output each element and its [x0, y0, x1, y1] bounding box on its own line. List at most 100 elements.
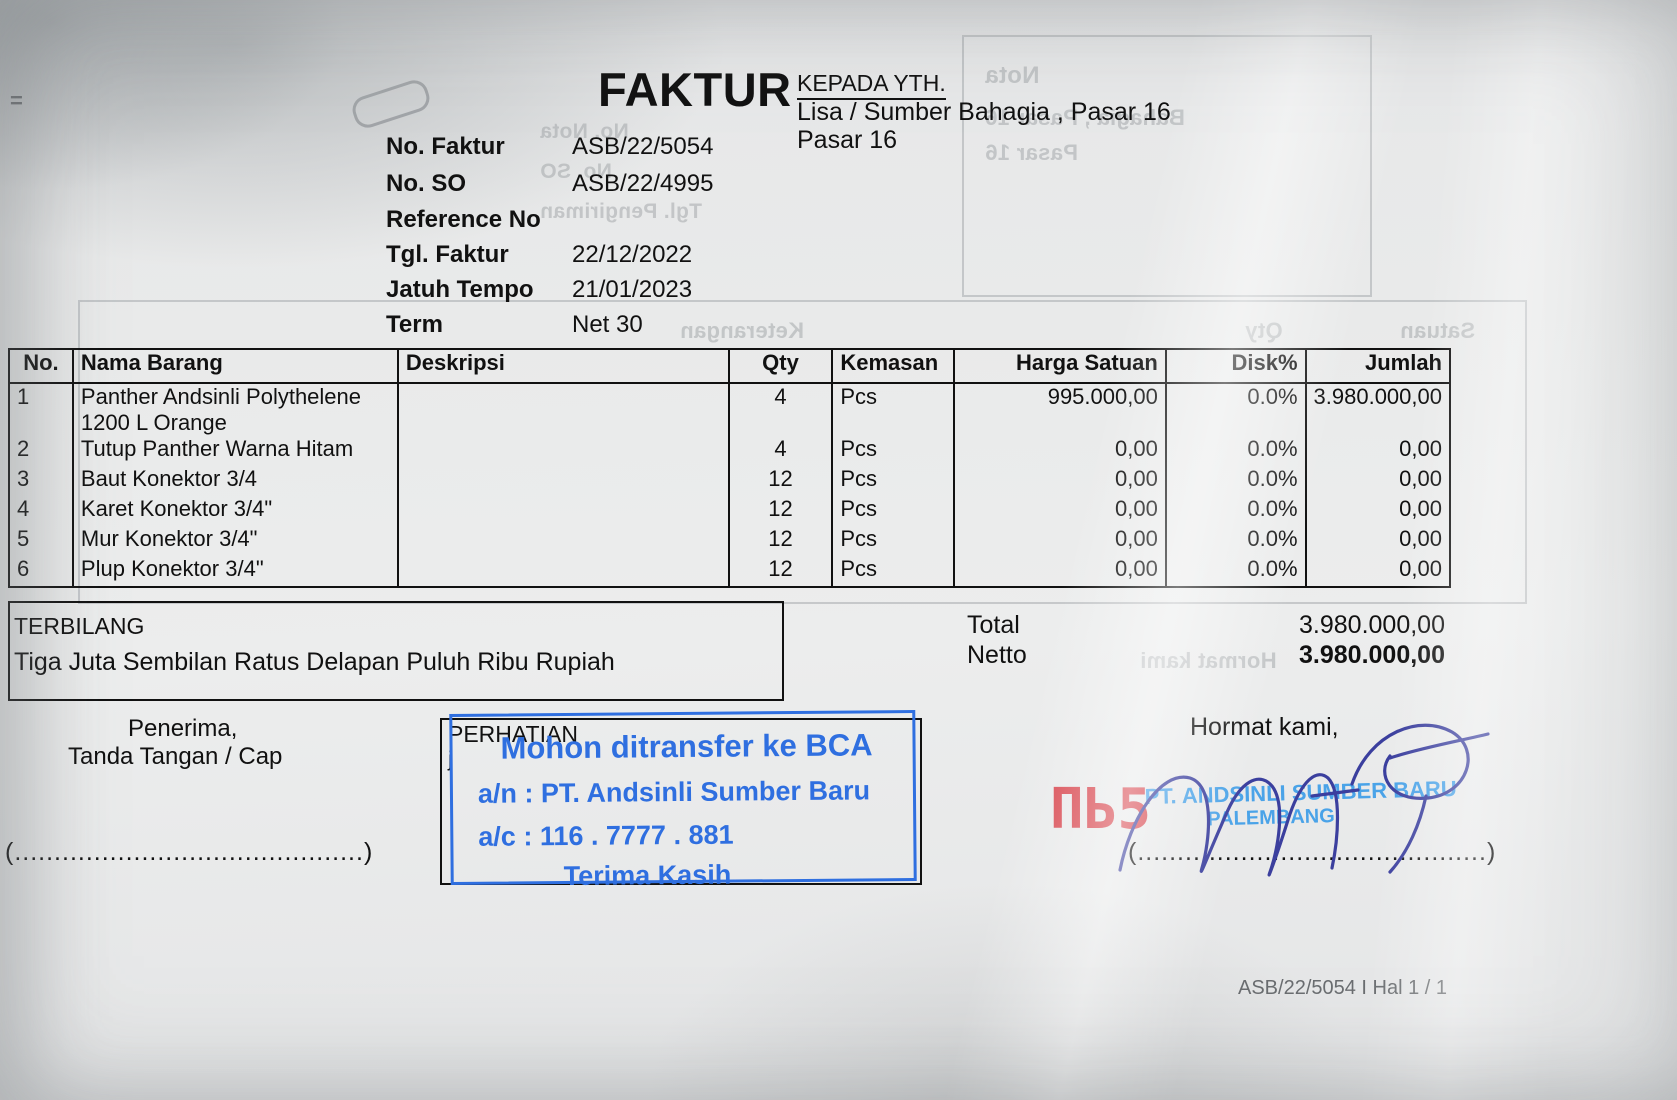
cell-deskripsi: [397, 556, 730, 587]
recipient-line-2: Pasar 16: [797, 126, 898, 154]
field-value-tgl-faktur: 22/12/2022: [572, 241, 693, 268]
perhatian-bullet: j: [448, 748, 453, 771]
field-value-no-so: ASB/22/4995: [572, 170, 714, 197]
bank-transfer-stamp: Mohon ditransfer ke BCA a/n : PT. Andsin…: [449, 709, 917, 891]
company-logo-stamp: ПЬ5: [1050, 777, 1152, 842]
table-row: 5 Mur Konektor 3/4" 12 Pcs 0,00 0.0% 0,0…: [9, 526, 1450, 556]
stamp-line-2: a/n : PT. Andsinli Sumber Baru: [477, 775, 871, 809]
cell-nama: Baut Konektor 3/4: [72, 466, 399, 496]
cell-qty: 12: [728, 556, 834, 587]
cell-no: 5: [9, 526, 74, 556]
cell-no: 4: [9, 496, 74, 526]
stamp-line-4: Terima Kasih: [563, 859, 732, 892]
cell-jumlah: 0,00: [1399, 526, 1442, 551]
table-row: 2 Tutup Panther Warna Hitam 4 Pcs 0,00 0…: [9, 436, 1450, 466]
column-header-kemasan: Kemasan: [832, 349, 956, 384]
footer-reference: ASB/22/5054 I Hal 1 / 1: [1238, 977, 1448, 999]
cell-harga: 995.000,00: [954, 383, 1167, 436]
cell-kemasan: Pcs: [832, 556, 956, 587]
bleed-through-keterangan: Keterangan: [680, 318, 805, 343]
bleed-through-col-satuan: Satuan: [1400, 318, 1476, 343]
page-title: FAKTUR: [598, 63, 792, 116]
perhatian-label: PERHATIAN: [448, 721, 578, 747]
hormat-signature-line: (.......................................…: [1128, 838, 1497, 866]
cell-harga: 0,00: [954, 526, 1167, 556]
field-label-jatuh-tempo: Jatuh Tempo: [386, 276, 534, 303]
field-label-term: Term: [386, 311, 443, 338]
netto-value: 3.980.000,00: [1299, 641, 1445, 669]
bleed-through-recipient2: Pasar 16: [985, 140, 1078, 165]
penerima-label-line1: Penerima,: [128, 715, 238, 742]
company-name-stamp: PT. ANDSINLI SUMBER BARU PALEMBANG: [1144, 776, 1457, 833]
cell-deskripsi: [397, 466, 730, 496]
cell-disk: 0.0%: [1165, 466, 1307, 496]
cell-disk: 0.0%: [1165, 436, 1307, 466]
recipient-line-1: Lisa / Sumber Bahagia , Pasar 16: [797, 98, 1171, 126]
column-header-nama: Nama Barang: [72, 349, 399, 384]
cell-deskripsi: [397, 383, 730, 436]
table-header-row: No. Nama Barang Deskripsi Qty Kemasan Ha…: [9, 349, 1450, 384]
cell-harga: 0,00: [954, 466, 1167, 496]
cell-harga: 0,00: [954, 496, 1167, 526]
cell-qty: 4: [728, 436, 834, 466]
cell-kemasan: Pcs: [832, 526, 956, 556]
cell-jumlah: 0,00: [1399, 436, 1442, 461]
cell-no: 2: [9, 436, 74, 466]
cell-nama-line1: Panther Andsinli Polythelene: [80, 384, 362, 409]
cell-nama: Plup Konektor 3/4": [72, 556, 399, 587]
terbilang-box: [8, 601, 784, 701]
cell-harga: 0,00: [954, 436, 1167, 466]
cell-qty: 12: [728, 466, 834, 496]
cell-nama: Tutup Panther Warna Hitam: [72, 436, 399, 466]
cell-kemasan: Pcs: [832, 496, 956, 526]
column-header-qty: Qty: [728, 349, 834, 384]
scan-corner-mark: =: [10, 88, 23, 113]
cell-kemasan: Pcs: [832, 436, 956, 466]
penerima-label-line2: Tanda Tangan / Cap: [68, 743, 283, 770]
column-header-jumlah: Jumlah: [1305, 349, 1450, 384]
bleed-through-field-3: Tgl. Pengiriman: [540, 200, 703, 223]
table-row: 1 Panther Andsinli Polythelene 1200 L Or…: [9, 383, 1450, 436]
stamp-line-3: a/c : 116 . 7777 . 881: [478, 819, 734, 852]
cell-nama: Panther Andsinli Polythelene 1200 L Oran…: [72, 383, 399, 436]
cell-disk: 0.0%: [1165, 556, 1307, 587]
cell-deskripsi: [397, 526, 730, 556]
cell-deskripsi: [397, 496, 730, 526]
column-header-no: No.: [9, 349, 74, 384]
cell-no: 3: [9, 466, 74, 496]
cell-nama-line2: 1200 L Orange: [80, 410, 227, 435]
field-value-term: Net 30: [572, 311, 643, 338]
cell-disk: 0.0%: [1165, 383, 1307, 436]
bleed-through-col-qty: Qty: [1245, 318, 1283, 343]
penerima-signature-line: (.......................................…: [5, 838, 374, 866]
stamp-line-1: Mohon ditransfer ke BCA: [500, 727, 873, 766]
table-row: 4 Karet Konektor 3/4" 12 Pcs 0,00 0.0% 0…: [9, 496, 1450, 526]
cell-kemasan: Pcs: [832, 466, 956, 496]
column-header-disk: Disk%: [1165, 349, 1307, 384]
bleed-through-box: [962, 35, 1372, 297]
cell-deskripsi: [397, 436, 730, 466]
cell-disk: 0.0%: [1165, 496, 1307, 526]
cell-jumlah: 0,00: [1399, 466, 1442, 491]
bleed-through-note-label: Nota: [985, 62, 1040, 89]
field-label-tgl-faktur: Tgl. Faktur: [386, 241, 509, 268]
field-label-no-so: No. SO: [386, 170, 467, 197]
cell-disk: 0.0%: [1165, 526, 1307, 556]
hormat-kami-label: Hormat kami,: [1190, 713, 1339, 741]
total-value: 3.980.000,00: [1299, 611, 1445, 639]
cell-harga: 0,00: [954, 556, 1167, 587]
column-header-harga: Harga Satuan: [954, 349, 1167, 384]
cell-kemasan: Pcs: [832, 383, 956, 436]
field-value-jatuh-tempo: 21/01/2023: [572, 276, 693, 303]
field-label-reference-no: Reference No: [386, 206, 541, 233]
column-header-deskripsi: Deskripsi: [397, 349, 730, 384]
cell-no: 6: [9, 556, 74, 587]
recipient-label: KEPADA YTH.: [797, 70, 946, 100]
cell-jumlah: 0,00: [1399, 496, 1442, 521]
total-label: Total: [967, 611, 1020, 639]
cell-nama: Karet Konektor 3/4": [72, 496, 399, 526]
cell-jumlah: 3.980.000,00: [1313, 384, 1442, 409]
field-label-no-faktur: No. Faktur: [386, 133, 505, 160]
field-value-no-faktur: ASB/22/5054: [572, 133, 714, 160]
